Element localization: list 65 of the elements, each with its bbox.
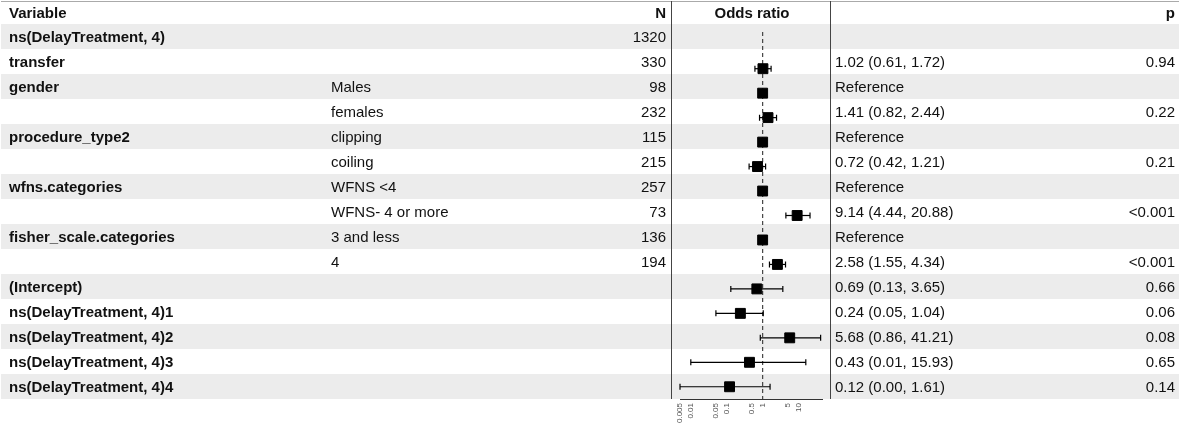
text: ns(DelayTreatment, 4)3	[9, 353, 174, 370]
text: Males	[331, 78, 372, 95]
text: 4	[331, 253, 340, 270]
text: Reference	[835, 228, 905, 245]
text: p	[1165, 4, 1175, 21]
x-tick-label: 0.005	[675, 402, 685, 424]
text: 3 and less	[331, 228, 400, 245]
text: 0.06	[1145, 303, 1175, 320]
text: 9.14 (4.44, 20.88)	[835, 203, 954, 220]
text: N	[655, 4, 666, 21]
text: transfer	[9, 53, 65, 70]
text: Reference	[835, 178, 905, 195]
x-tick-label: 0.01	[686, 402, 696, 419]
text: Reference	[835, 128, 905, 145]
text: clipping	[331, 128, 382, 145]
text: ns(DelayTreatment, 4)	[9, 28, 165, 45]
text: 1.41 (0.82, 2.44)	[835, 103, 946, 120]
text: 0.65	[1145, 353, 1175, 370]
text: 73	[649, 203, 666, 220]
text: procedure_type2	[9, 128, 130, 145]
text: 257	[640, 178, 666, 195]
text: <0.001	[1128, 253, 1175, 270]
text: WFNS <4	[331, 178, 397, 195]
text: gender	[9, 78, 60, 95]
text: fisher_scale.categories	[9, 228, 175, 245]
x-tick-label: 10	[793, 402, 803, 412]
text: 115	[642, 128, 666, 145]
text: Variable	[9, 4, 67, 21]
text: (Intercept)	[9, 278, 83, 295]
text: 1.02 (0.61, 1.72)	[835, 53, 946, 70]
text: females	[331, 103, 384, 120]
text: ns(DelayTreatment, 4)2	[9, 328, 174, 345]
text: wfns.categories	[9, 178, 123, 195]
text: 136	[640, 228, 666, 245]
text: 0.94	[1145, 53, 1175, 70]
text: 194	[640, 253, 666, 270]
text: 0.22	[1145, 103, 1175, 120]
text: 0.12 (0.00, 1.61)	[835, 378, 946, 395]
x-axis-title: Odds ratio	[713, 4, 791, 21]
x-tick-label: 0.1	[721, 402, 731, 415]
text: 330	[640, 53, 666, 70]
text: 0.24 (0.05, 1.04)	[835, 303, 946, 320]
x-tick-label: 0.5	[747, 402, 757, 415]
text: <0.001	[1128, 203, 1175, 220]
text: WFNS- 4 or more	[331, 203, 449, 220]
text: 1320	[632, 28, 666, 45]
x-tick-label: 1	[757, 402, 767, 408]
text: 0.43 (0.01, 15.93)	[835, 353, 954, 370]
text: 0.72 (0.42, 1.21)	[835, 153, 946, 170]
text: 0.21	[1145, 153, 1175, 170]
text: 0.08	[1145, 328, 1175, 345]
text: 0.66	[1145, 278, 1175, 295]
text: 215	[640, 153, 666, 170]
text: 0.14	[1145, 378, 1175, 395]
text: 232	[640, 103, 666, 120]
text: 0.69 (0.13, 3.65)	[835, 278, 946, 295]
text: Reference	[835, 78, 905, 95]
text: ns(DelayTreatment, 4)4	[9, 378, 174, 395]
text: 98	[649, 78, 666, 95]
text: ns(DelayTreatment, 4)1	[9, 303, 174, 320]
text: 5.68 (0.86, 41.21)	[835, 328, 954, 345]
text: 2.58 (1.55, 4.34)	[835, 253, 946, 270]
x-tick-label: 0.05	[711, 402, 721, 419]
text: coiling	[331, 153, 374, 170]
x-tick-label: 5	[782, 402, 792, 408]
